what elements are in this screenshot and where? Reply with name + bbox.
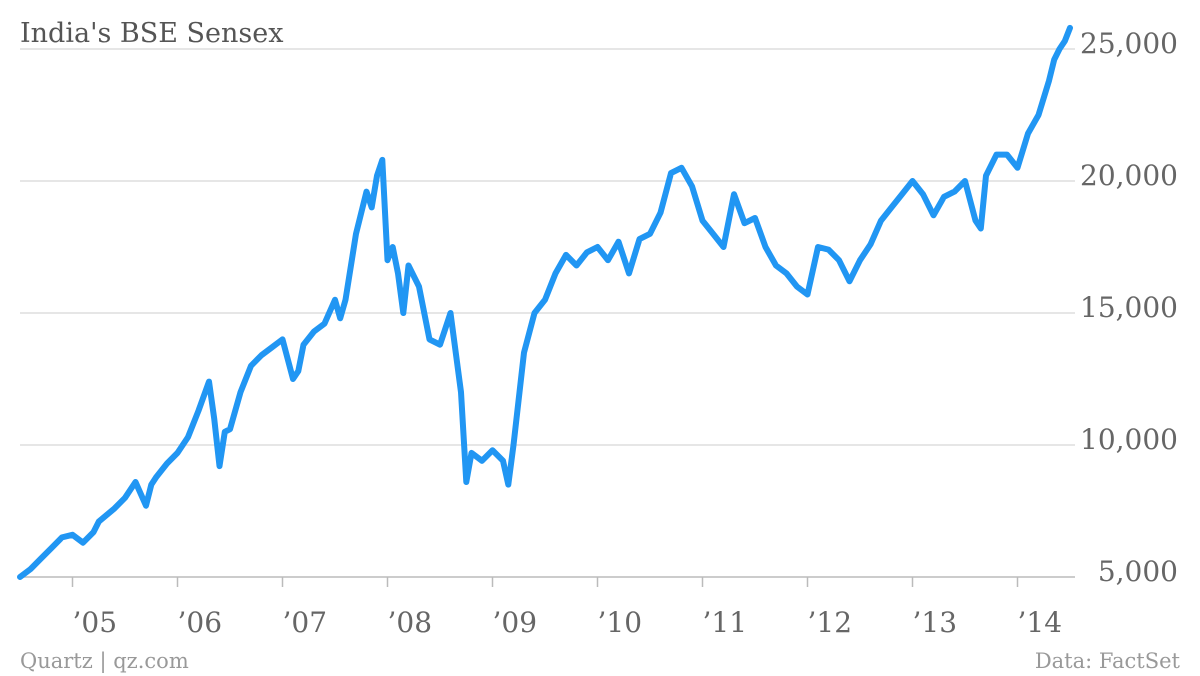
x-tick-label: ’06 xyxy=(178,606,223,639)
x-tick-label: ’14 xyxy=(1018,606,1063,639)
x-tick-label: ’08 xyxy=(388,606,433,639)
series-layer xyxy=(17,24,1073,580)
y-tick-label: 10,000 xyxy=(1080,423,1178,456)
y-tick-label: 20,000 xyxy=(1080,159,1178,192)
x-tick-label: ’13 xyxy=(913,606,958,639)
y-tick-label: 5,000 xyxy=(1098,555,1178,588)
chart-title: India's BSE Sensex xyxy=(20,18,284,49)
gridlines xyxy=(20,48,1075,578)
series-line xyxy=(17,24,1073,580)
source-left: Quartz | qz.com xyxy=(20,649,189,674)
y-axis-ticks: 5,000 10,000 15,000 20,000 25,000 xyxy=(1080,27,1178,588)
x-axis-ticks: ’05 ’06 ’07 ’08 ’09 ’10 ’11 ’12 ’13 ’14 xyxy=(71,577,1063,639)
y-tick-label: 15,000 xyxy=(1080,291,1178,324)
x-tick-label: ’11 xyxy=(703,606,748,639)
y-tick-label: 25,000 xyxy=(1080,27,1178,60)
x-tick-label: ’10 xyxy=(598,606,643,639)
x-tick-label: ’12 xyxy=(808,606,853,639)
source-right: Data: FactSet xyxy=(1035,649,1181,673)
x-tick-label: ’09 xyxy=(493,606,538,639)
x-tick-label: ’07 xyxy=(283,606,328,639)
x-tick-label: ’05 xyxy=(73,606,118,639)
